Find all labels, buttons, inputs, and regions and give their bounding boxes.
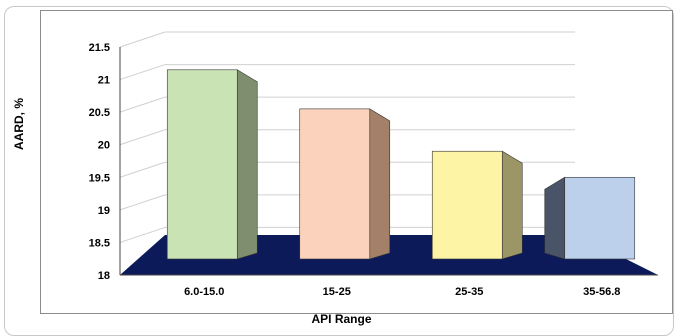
gridline-diagonal <box>119 64 166 81</box>
x-axis-label: API Range <box>311 312 372 326</box>
gridline-diagonal <box>119 129 166 146</box>
y-tick-label: 18.5 <box>89 237 110 249</box>
bar-side <box>236 69 258 260</box>
bar-side <box>501 150 523 260</box>
bar <box>431 150 503 260</box>
gridline-diagonal <box>119 161 166 178</box>
gridline-diagonal <box>119 226 166 243</box>
x-tick-label: 35-56.8 <box>583 286 620 298</box>
y-tick-label: 21.5 <box>89 42 110 54</box>
y-tick-label: 20.5 <box>89 107 110 119</box>
y-tick-label: 19.5 <box>89 172 110 184</box>
bar <box>299 108 371 260</box>
y-tick-label: 20 <box>98 140 110 152</box>
bar <box>166 69 238 260</box>
bar <box>564 176 636 260</box>
gridline-diagonal <box>119 31 166 48</box>
bar-side <box>544 176 566 260</box>
x-tick-label: 25-35 <box>455 286 483 298</box>
bar-chart: 18 18.5 19 19.5 20 20.5 21 21.5 6.0-15.0 15-25 25-… <box>89 31 658 298</box>
x-tick-label: 6.0-15.0 <box>184 286 224 298</box>
y-tick-label: 21 <box>98 75 110 87</box>
y-tick-label: 18 <box>98 270 110 282</box>
x-tick-label: 15-25 <box>323 286 351 298</box>
gridline-diagonal <box>119 96 166 113</box>
bar-side <box>369 108 391 260</box>
gridline-diagonal <box>119 194 166 211</box>
y-tick-label: 19 <box>98 205 110 217</box>
